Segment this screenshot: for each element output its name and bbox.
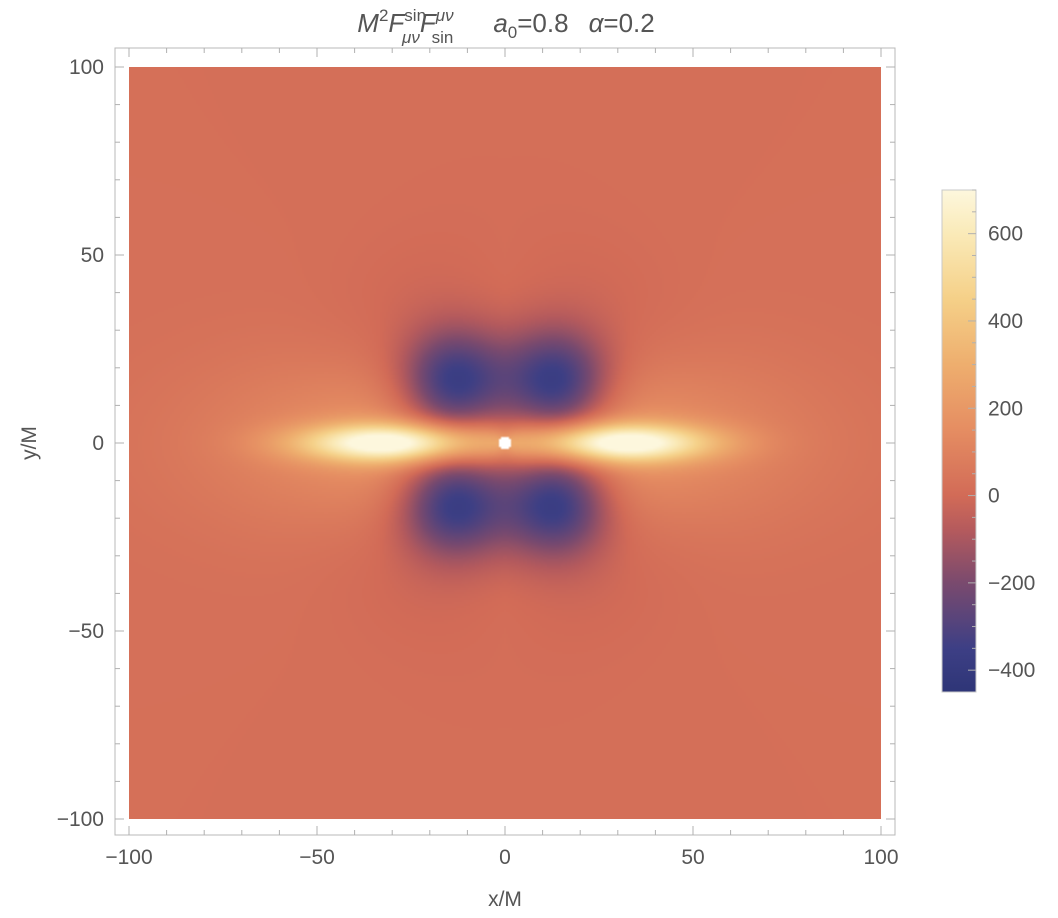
chart-title: M2Fsin μνFμν sin a0=0.8 α=0.2 xyxy=(357,6,654,47)
y-tick-label: −50 xyxy=(68,620,104,643)
title-f1-subscript: μν xyxy=(401,28,420,47)
colorbar-tick-label: 400 xyxy=(988,310,1023,333)
title-f1-superscript: sin xyxy=(404,6,426,25)
colorbar-tick-label: −200 xyxy=(988,572,1035,595)
x-tick-label: −100 xyxy=(105,846,152,869)
title-a-value: =0.8 xyxy=(517,8,568,38)
title-f2: F xyxy=(420,8,438,38)
title-base: M xyxy=(357,8,379,38)
x-tick-labels: −100 −50 0 50 100 xyxy=(105,846,898,869)
y-tick-label: 0 xyxy=(92,432,104,455)
title-f1: F xyxy=(388,8,406,38)
title-alpha-symbol: α xyxy=(589,8,605,38)
y-tick-label: −100 xyxy=(57,808,104,831)
colorbar-tick-label: 0 xyxy=(988,485,1000,508)
title-alpha-value: =0.2 xyxy=(603,8,654,38)
colorbar-tick-label: 200 xyxy=(988,397,1023,420)
title-a-subscript: 0 xyxy=(508,23,517,42)
frame-ticks xyxy=(115,48,895,835)
y-axis-label: y/M xyxy=(18,426,41,460)
heatmap-image xyxy=(129,67,881,819)
colorbar-ticks: −400 −200 0 200 400 600 xyxy=(968,189,1035,682)
y-tick-label: 50 xyxy=(81,244,104,267)
title-power: 2 xyxy=(379,6,388,25)
x-tick-label: 50 xyxy=(681,846,704,869)
y-tick-labels: −100 −50 0 50 100 xyxy=(57,56,104,831)
colorbar xyxy=(941,189,977,693)
colorbar-tick-label: 600 xyxy=(988,223,1023,246)
x-tick-label: 100 xyxy=(863,846,898,869)
x-tick-label: −50 xyxy=(299,846,335,869)
title-f2-subscript: sin xyxy=(432,28,454,47)
title-a-symbol: a xyxy=(493,8,507,38)
x-axis-label: x/M xyxy=(488,888,522,911)
title-f2-superscript: μν xyxy=(435,6,454,25)
y-tick-label: 100 xyxy=(69,56,104,79)
x-tick-label: 0 xyxy=(499,846,511,869)
colorbar-tick-label: −400 xyxy=(988,659,1035,682)
